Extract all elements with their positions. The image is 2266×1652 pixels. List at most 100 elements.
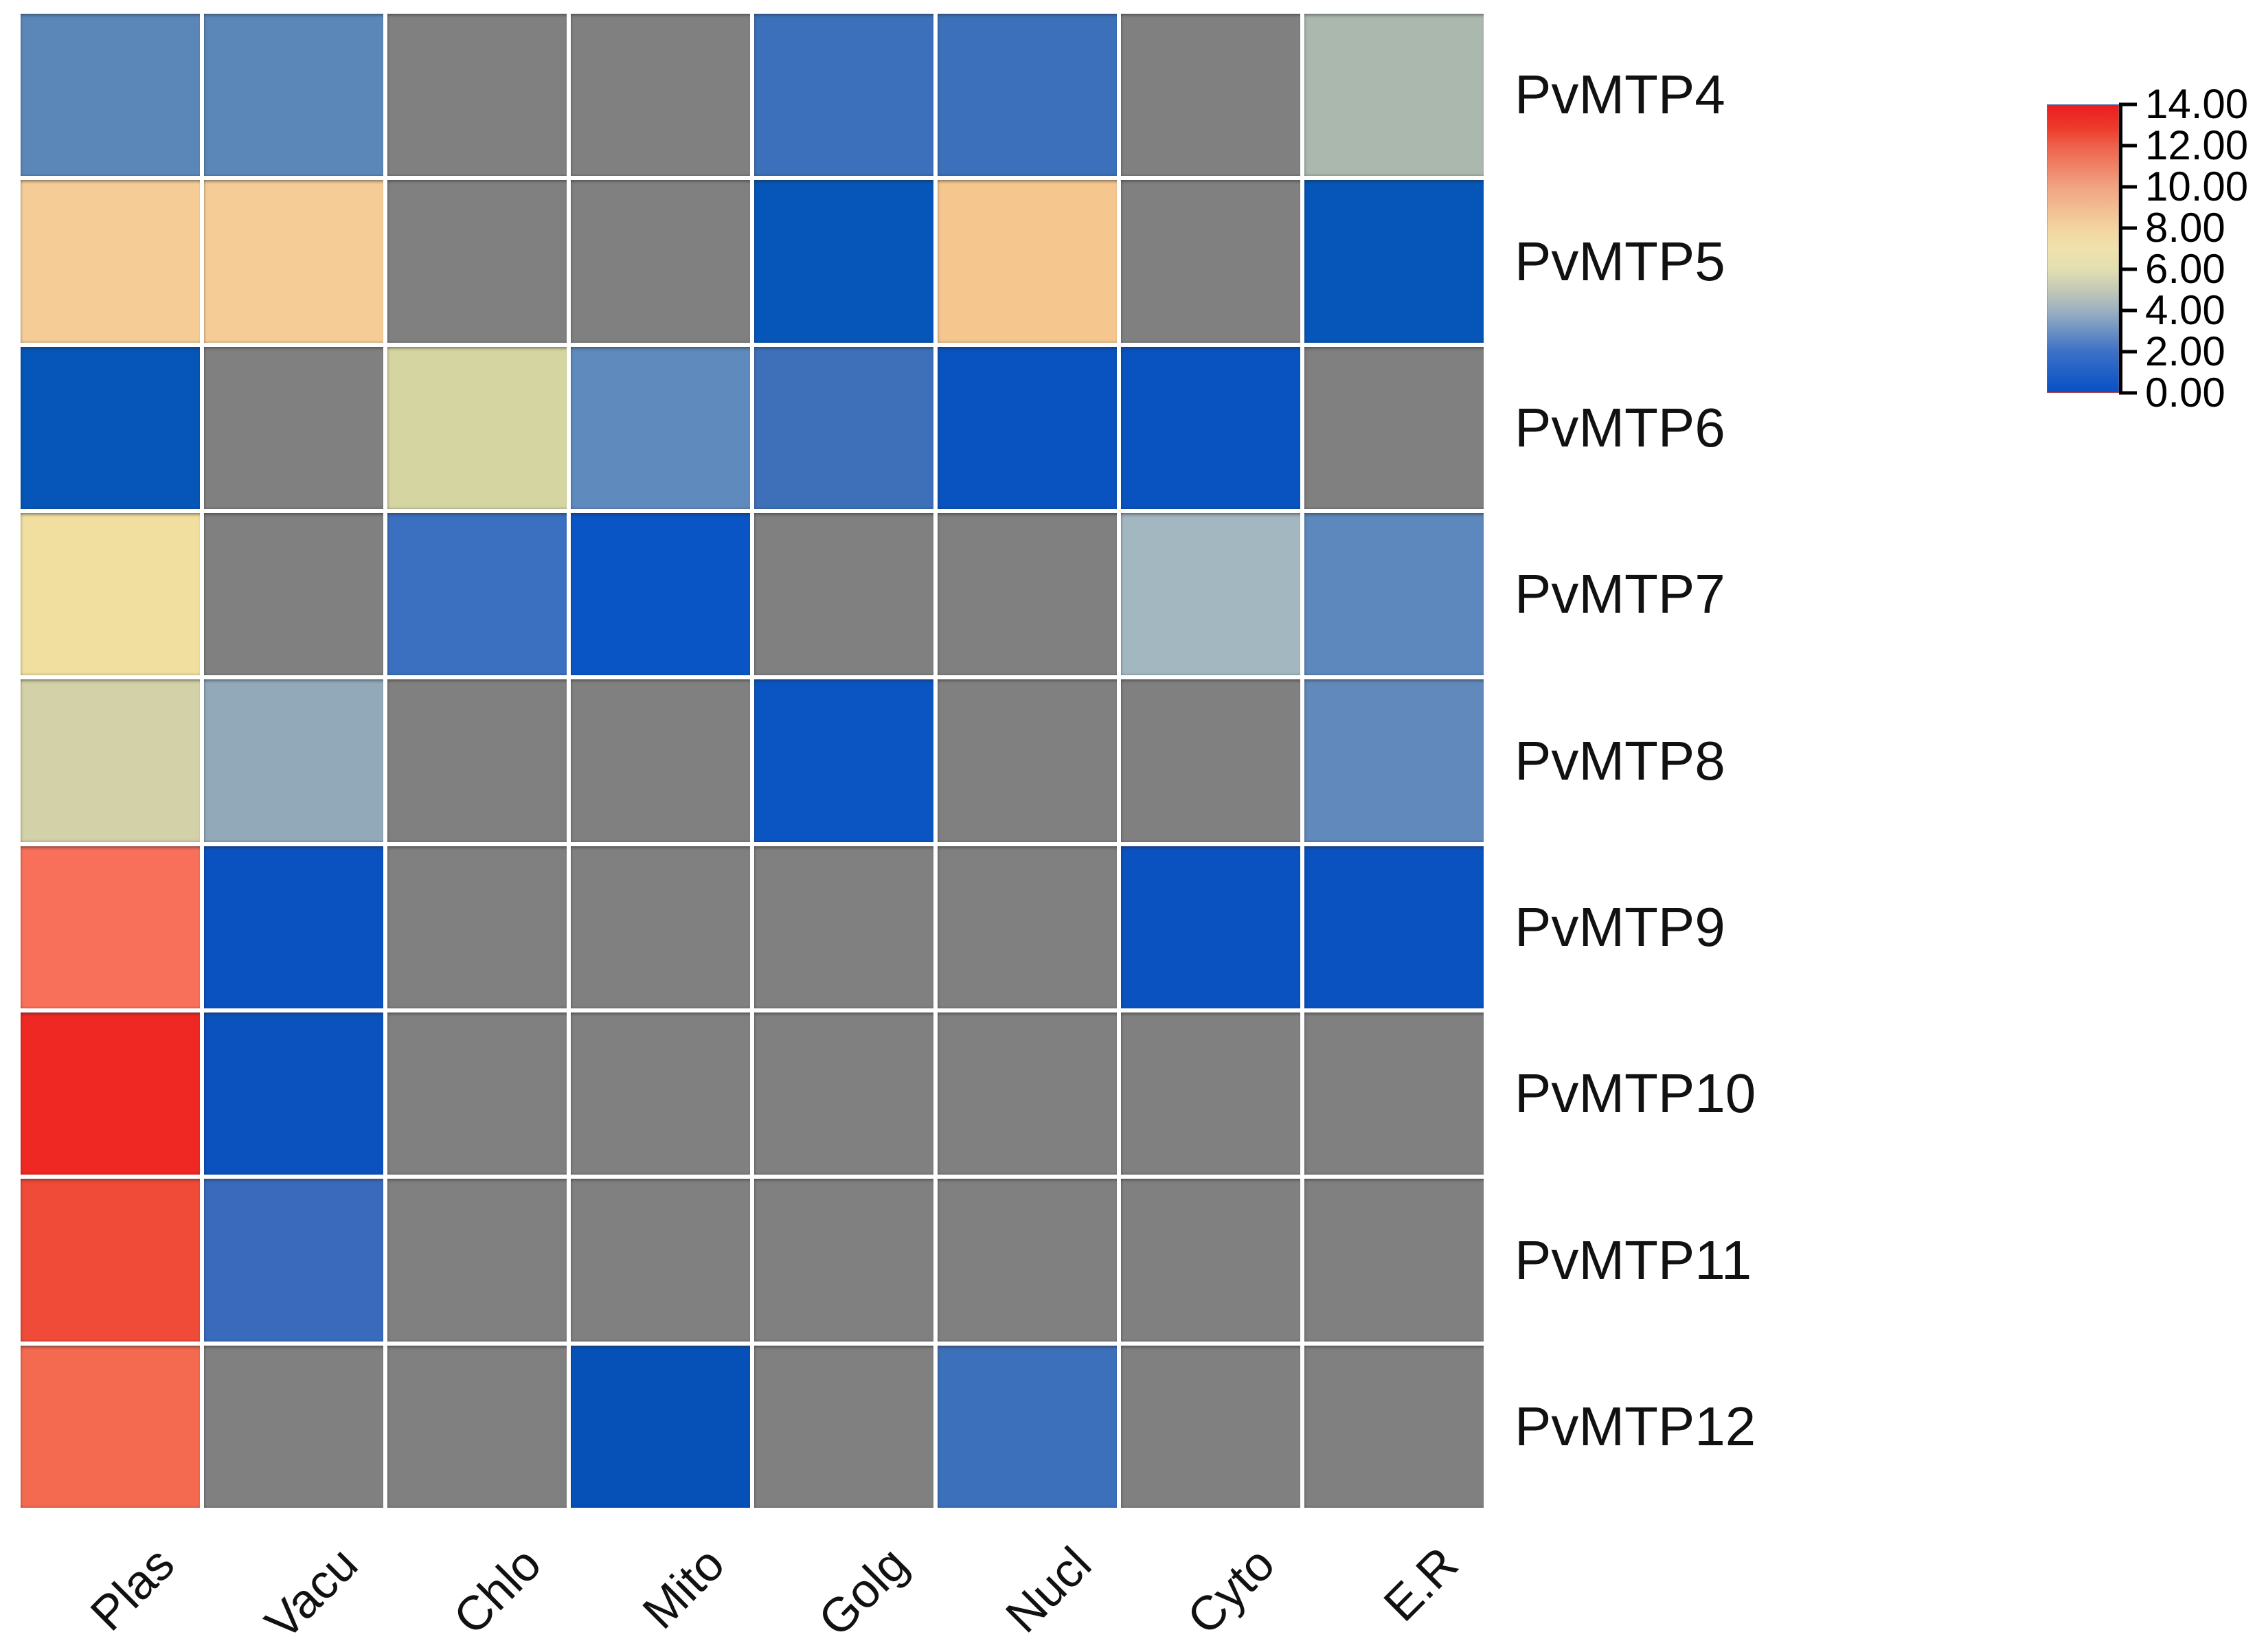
- heatmap-cell: [571, 679, 750, 842]
- heatmap-cell: [204, 14, 383, 177]
- row-label: PvMTP4: [1515, 64, 1725, 126]
- col-label: Vacu: [254, 1537, 367, 1650]
- heatmap-cell: [754, 512, 933, 676]
- col-label: Chlo: [442, 1537, 551, 1645]
- heatmap-cell: [1121, 1345, 1300, 1508]
- heatmap-cell: [1304, 512, 1484, 676]
- heatmap-cell: [21, 1012, 200, 1175]
- heatmap-cell: [938, 679, 1117, 842]
- heatmap-cell: [754, 679, 933, 842]
- heatmap-cell: [1121, 846, 1300, 1008]
- heatmap-cell: [938, 846, 1117, 1008]
- colorbar-gradient: [2047, 104, 2119, 393]
- colorbar-tick-label: 0.00: [2145, 370, 2225, 416]
- heatmap-cell: [21, 679, 200, 842]
- heatmap-cell: [571, 1179, 750, 1342]
- heatmap-cell: [938, 1345, 1117, 1508]
- col-label: Golg: [808, 1537, 918, 1647]
- heatmap-cell: [387, 180, 567, 343]
- heatmap-cell: [21, 346, 200, 509]
- heatmap-cell: [387, 1012, 567, 1175]
- heatmap-cell: [938, 512, 1117, 676]
- colorbar-tick: [2119, 267, 2137, 271]
- colorbar-tick-label: 2.00: [2145, 328, 2225, 374]
- heatmap-cell: [1121, 346, 1300, 509]
- heatmap-cell: [938, 180, 1117, 343]
- colorbar-tick-label: 8.00: [2145, 205, 2225, 251]
- row-label: PvMTP7: [1515, 563, 1725, 625]
- colorbar-tick-label: 4.00: [2145, 287, 2225, 333]
- heatmap-cell: [387, 14, 567, 177]
- heatmap-cell: [754, 1179, 933, 1342]
- colorbar-tick: [2119, 391, 2137, 395]
- colorbar-tick-label: 6.00: [2145, 246, 2225, 292]
- colorbar-tick-label: 14.00: [2145, 81, 2249, 127]
- col-label: Nucl: [995, 1537, 1101, 1643]
- row-label: PvMTP11: [1515, 1229, 1752, 1291]
- colorbar-tick: [2119, 102, 2137, 106]
- heatmap-cell: [204, 1012, 383, 1175]
- heatmap-cell: [204, 1345, 383, 1508]
- heatmap-cell: [571, 512, 750, 676]
- heatmap-cell: [1121, 679, 1300, 842]
- heatmap-cell: [1304, 180, 1484, 343]
- col-label: Plas: [80, 1537, 184, 1641]
- heatmap-cell: [754, 14, 933, 177]
- heatmap-cell: [1304, 1179, 1484, 1342]
- heatmap-cell: [571, 1012, 750, 1175]
- colorbar-tick-label: 10.00: [2145, 163, 2249, 210]
- heatmap-cell: [1121, 512, 1300, 676]
- heatmap-cell: [387, 1179, 567, 1342]
- row-label: PvMTP9: [1515, 896, 1725, 958]
- colorbar-tick: [2119, 226, 2137, 230]
- row-label: PvMTP10: [1515, 1063, 1756, 1124]
- heatmap-cell: [754, 1012, 933, 1175]
- heatmap-cell: [938, 346, 1117, 509]
- colorbar: 14.00 12.00 10.00 8.00 6.00 4.00 2.00 0.00: [2047, 84, 2248, 414]
- heatmap-cell: [1304, 679, 1484, 842]
- heatmap-cell: [571, 14, 750, 177]
- heatmap-cell: [204, 1179, 383, 1342]
- heatmap-cell: [571, 180, 750, 343]
- heatmap-cell: [754, 346, 933, 509]
- col-label: Cyto: [1176, 1537, 1284, 1645]
- heatmap-cell: [571, 346, 750, 509]
- heatmap-cell: [938, 1179, 1117, 1342]
- colorbar-tick: [2119, 185, 2137, 189]
- col-label: E.R: [1373, 1537, 1468, 1631]
- heatmap-cell: [387, 346, 567, 509]
- colorbar-tick: [2119, 144, 2137, 148]
- colorbar-tick: [2119, 308, 2137, 313]
- heatmap-cell: [1304, 346, 1484, 509]
- heatmap-cell: [938, 14, 1117, 177]
- heatmap-cell: [387, 512, 567, 676]
- row-label: PvMTP6: [1515, 396, 1725, 458]
- heatmap-cell: [571, 846, 750, 1008]
- heatmap-cell: [754, 1345, 933, 1508]
- heatmap-cell: [754, 846, 933, 1008]
- heatmap-cell: [1304, 1345, 1484, 1508]
- heatmap-cell: [204, 679, 383, 842]
- colorbar-axis-line: [2119, 103, 2122, 394]
- heatmap-cell: [938, 1012, 1117, 1175]
- row-label: PvMTP8: [1515, 729, 1725, 791]
- heatmap-cell: [21, 512, 200, 676]
- heatmap-cell: [571, 1345, 750, 1508]
- heatmap-cell: [204, 180, 383, 343]
- heatmap-cell: [1304, 1012, 1484, 1175]
- row-label: PvMTP5: [1515, 230, 1725, 292]
- heatmap-cell: [1121, 180, 1300, 343]
- col-label: Mito: [632, 1537, 734, 1639]
- colorbar-tick-label: 12.00: [2145, 122, 2249, 168]
- heatmap-cell: [21, 1179, 200, 1342]
- heatmap-cell: [204, 846, 383, 1008]
- heatmap-cell: [21, 1345, 200, 1508]
- row-label: PvMTP12: [1515, 1395, 1756, 1457]
- colorbar-tick: [2119, 350, 2137, 354]
- heatmap-cell: [1121, 1179, 1300, 1342]
- heatmap-cell: [1304, 846, 1484, 1008]
- heatmap-cell: [387, 846, 567, 1008]
- heatmap-cell: [21, 180, 200, 343]
- heatmap-cell: [1121, 1012, 1300, 1175]
